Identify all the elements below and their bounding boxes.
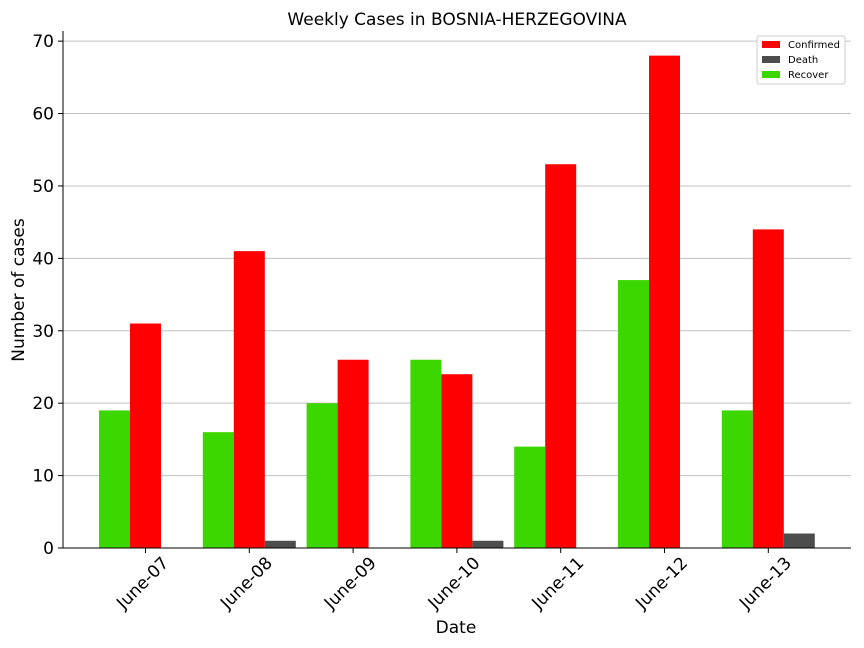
bar-recover-june-07 [99,410,130,548]
y-tick-label: 10 [32,467,54,487]
legend-label-recover: Recover [788,70,829,81]
y-tick-label: 50 [32,177,54,197]
bar-recover-june-10 [410,359,442,548]
bar-recover-june-13 [721,410,753,548]
bar-confirmed-june-08 [233,251,265,549]
x-tick-label: June-11 [528,553,589,614]
x-tick-label: June-10 [424,553,485,614]
y-tick-label: 30 [32,322,54,342]
y-tick-label: 40 [32,249,54,269]
legend-swatch-death [762,56,780,63]
bar-confirmed-june-13 [752,229,784,548]
bar-recover-june-12 [618,280,649,548]
bar-confirmed-june-09 [337,359,369,548]
x-tick-label: June-07 [112,553,173,614]
x-tick-label: June-09 [320,553,381,614]
bar-death-june-13 [783,533,815,548]
y-axis-label: Number of cases [9,218,29,362]
y-tick-label: 0 [43,539,54,559]
legend: Confirmed Death Recover [756,35,846,85]
bar-confirmed-june-07 [130,323,161,548]
x-tick-label: June-12 [631,553,692,614]
bar-recover-june-11 [514,446,546,548]
bar-recover-june-08 [202,432,234,548]
gridlines [63,40,851,477]
chart-title: Weekly Cases in BOSNIA-HERZEGOVINA [287,10,627,30]
bar-confirmed-june-11 [545,164,577,549]
y-tick-label: 60 [32,105,54,125]
bar-recover-june-09 [306,403,338,548]
bar-confirmed-june-10 [441,374,473,548]
x-axis-label: Date [436,618,477,638]
legend-label-confirmed: Confirmed [788,40,840,51]
y-tick-label: 20 [32,394,54,414]
y-tick-label: 70 [32,32,54,52]
x-tick-label: June-08 [216,553,277,614]
x-ticks: June-07 June-08 June-09 June-10 June-11 June-… [112,548,796,614]
bar-confirmed-june-12 [649,55,680,548]
bars [99,55,815,549]
x-tick-label: June-13 [735,553,796,614]
y-ticks: 0 10 20 30 40 50 60 70 [32,32,63,559]
legend-swatch-confirmed [762,41,780,48]
bar-death-june-10 [472,540,504,548]
legend-label-death: Death [788,55,818,66]
bar-death-june-08 [264,540,296,548]
legend-swatch-recover [762,71,780,78]
